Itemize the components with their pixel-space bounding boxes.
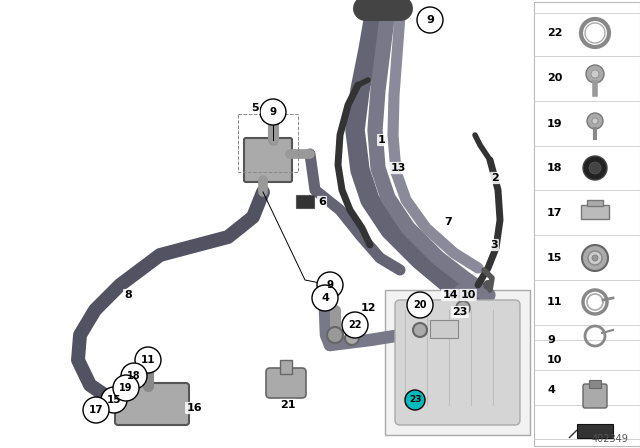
Bar: [385, 290, 530, 435]
Bar: [430, 320, 458, 338]
Text: 4: 4: [321, 293, 329, 303]
Text: 4: 4: [547, 385, 555, 395]
FancyBboxPatch shape: [266, 368, 306, 398]
Text: 10: 10: [547, 355, 563, 365]
Circle shape: [586, 65, 604, 83]
Text: 9: 9: [269, 107, 276, 117]
Text: 9: 9: [326, 280, 333, 290]
Text: 18: 18: [547, 163, 563, 173]
Text: 1: 1: [378, 135, 386, 145]
Text: 2: 2: [491, 173, 499, 183]
Circle shape: [583, 156, 607, 180]
Circle shape: [587, 113, 603, 129]
Text: 21: 21: [280, 400, 296, 410]
Circle shape: [83, 397, 109, 423]
Circle shape: [135, 347, 161, 373]
FancyBboxPatch shape: [395, 300, 520, 425]
Text: 22: 22: [547, 28, 563, 38]
Text: 6: 6: [318, 197, 326, 207]
Bar: [587, 200, 603, 206]
Text: 7: 7: [444, 217, 452, 227]
Text: 16: 16: [186, 403, 202, 413]
Text: 3: 3: [490, 240, 498, 250]
Circle shape: [345, 331, 359, 345]
Circle shape: [113, 375, 139, 401]
Text: 9: 9: [547, 335, 555, 345]
FancyBboxPatch shape: [115, 383, 189, 425]
Circle shape: [121, 363, 147, 389]
Circle shape: [327, 327, 343, 343]
Text: 10: 10: [460, 290, 476, 300]
Text: 12: 12: [360, 303, 376, 313]
Bar: [296, 195, 314, 208]
Text: 14: 14: [442, 290, 458, 300]
FancyBboxPatch shape: [244, 138, 292, 182]
Circle shape: [591, 70, 599, 78]
Circle shape: [342, 312, 368, 338]
Text: 15: 15: [107, 395, 121, 405]
Circle shape: [417, 7, 443, 33]
Text: 20: 20: [547, 73, 563, 83]
Text: 8: 8: [124, 290, 132, 300]
Circle shape: [101, 387, 127, 413]
Circle shape: [317, 272, 343, 298]
Circle shape: [405, 390, 425, 410]
Bar: [280, 360, 292, 374]
Bar: [577, 424, 613, 438]
Text: 5: 5: [251, 103, 259, 113]
Bar: [534, 2, 640, 446]
Text: 13: 13: [390, 163, 406, 173]
Text: 23: 23: [409, 396, 421, 405]
Text: 15: 15: [547, 253, 563, 263]
Circle shape: [413, 323, 427, 337]
Text: 402349: 402349: [591, 434, 628, 444]
Text: 11: 11: [141, 355, 156, 365]
Bar: [363, 0, 403, 15]
Circle shape: [260, 99, 286, 125]
Bar: [581, 205, 609, 219]
Text: 19: 19: [547, 119, 563, 129]
Text: 11: 11: [547, 297, 563, 307]
Circle shape: [588, 251, 602, 265]
Circle shape: [483, 280, 493, 290]
Text: 23: 23: [452, 307, 468, 317]
Text: 17: 17: [89, 405, 103, 415]
Circle shape: [592, 255, 598, 261]
Circle shape: [589, 162, 601, 174]
Circle shape: [407, 292, 433, 318]
Text: 9: 9: [426, 15, 434, 25]
Text: 17: 17: [547, 208, 563, 218]
Circle shape: [582, 245, 608, 271]
Circle shape: [592, 118, 598, 124]
FancyArrow shape: [569, 430, 577, 438]
FancyBboxPatch shape: [583, 384, 607, 408]
Circle shape: [456, 301, 470, 315]
Text: 19: 19: [119, 383, 132, 393]
Text: 18: 18: [127, 371, 141, 381]
Text: 22: 22: [348, 320, 362, 330]
Text: 20: 20: [413, 300, 427, 310]
Circle shape: [312, 285, 338, 311]
Bar: [589, 380, 601, 388]
